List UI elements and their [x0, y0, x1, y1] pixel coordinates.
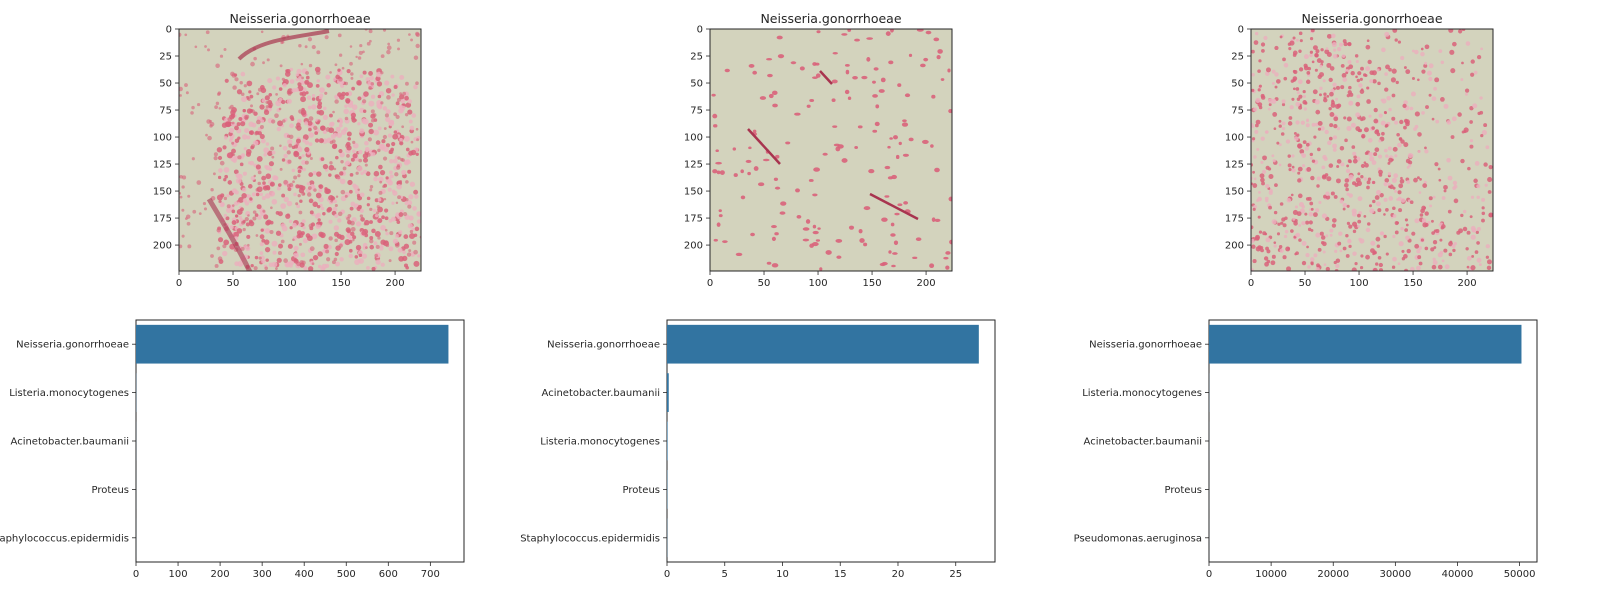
- y-tick-label: 100: [684, 133, 703, 144]
- x-tick-label: 700: [421, 569, 440, 580]
- category-label: Listeria.monocytogenes: [1082, 388, 1202, 399]
- category-label: Neisseria.gonorrhoeae: [1089, 340, 1202, 351]
- y-tick-label: 100: [153, 133, 172, 144]
- x-tick-label: 150: [332, 278, 351, 289]
- y-tick-label: 0: [166, 25, 172, 36]
- y-tick-label: 200: [684, 241, 703, 252]
- y-tick-label: 25: [159, 52, 172, 63]
- micrograph-image: [710, 28, 954, 271]
- category-label: Staphylococcus.epidermidis: [520, 533, 660, 544]
- micrograph-image: [177, 28, 422, 274]
- bar-chart-2: Neisseria.gonorrhoeae Acinetobacter.bauma…: [520, 320, 995, 580]
- category-label: Proteus: [1165, 485, 1203, 496]
- x-tick-label: 0: [664, 569, 670, 580]
- x-tick-label: 0: [1206, 569, 1212, 580]
- image-panel-1: Neisseria.gonorrhoeae 0 50 100 150 200 0 25 50 75…: [153, 11, 422, 289]
- bar-listeria-monocytogenes: [667, 422, 668, 461]
- y-tick-label: 50: [159, 79, 172, 90]
- category-label: Neisseria.gonorrhoeae: [547, 340, 660, 351]
- x-tick-label: 10: [776, 569, 789, 580]
- x-tick-label: 400: [295, 569, 314, 580]
- x-tick-label: 200: [1458, 278, 1477, 289]
- x-tick-label: 50: [227, 278, 240, 289]
- x-tick-label: 100: [808, 278, 827, 289]
- image-panel-2: Neisseria.gonorrhoeae 0 50 100 150 200 0 25 50 75…: [684, 11, 954, 289]
- x-tick-label: 150: [863, 278, 882, 289]
- y-tick-label: 75: [1231, 106, 1244, 117]
- image-title: Neisseria.gonorrhoeae: [1301, 11, 1442, 26]
- x-tick-label: 20: [892, 569, 905, 580]
- category-label: Proteus: [92, 485, 130, 496]
- x-tick-label: 500: [337, 569, 356, 580]
- category-label: Listeria.monocytogenes: [540, 437, 660, 448]
- category-label: Proteus: [623, 485, 661, 496]
- y-tick-label: 150: [1225, 187, 1244, 198]
- x-tick-label: 50: [758, 278, 771, 289]
- y-tick-label: 125: [153, 160, 172, 171]
- x-tick-label: 10000: [1255, 569, 1287, 580]
- y-tick-label: 0: [1238, 25, 1244, 36]
- x-tick-label: 50000: [1504, 569, 1536, 580]
- x-tick-label: 200: [917, 278, 936, 289]
- y-tick-label: 0: [697, 25, 703, 36]
- x-tick-label: 40000: [1442, 569, 1474, 580]
- x-tick-label: 30000: [1379, 569, 1411, 580]
- x-tick-label: 100: [277, 278, 296, 289]
- x-tick-label: 0: [176, 278, 182, 289]
- x-tick-label: 100: [169, 569, 188, 580]
- y-tick-label: 175: [1225, 214, 1244, 225]
- image-panel-3: Neisseria.gonorrhoeae 0 50 100 150 200 0 25 50 75…: [1225, 11, 1493, 289]
- y-tick-label: 175: [684, 214, 703, 225]
- y-tick-label: 200: [1225, 241, 1244, 252]
- x-tick-label: 600: [379, 569, 398, 580]
- x-tick-label: 15: [834, 569, 847, 580]
- y-tick-label: 200: [153, 241, 172, 252]
- x-tick-label: 20000: [1317, 569, 1349, 580]
- category-label: Staphylococcus.epidermidis: [0, 533, 129, 544]
- y-tick-label: 25: [1231, 52, 1244, 63]
- category-label: Acinetobacter.baumanii: [11, 437, 129, 448]
- x-tick-label: 100: [1349, 278, 1368, 289]
- x-tick-label: 300: [253, 569, 272, 580]
- image-title: Neisseria.gonorrhoeae: [760, 11, 901, 26]
- y-tick-label: 50: [1231, 79, 1244, 90]
- x-tick-label: 0: [1248, 278, 1254, 289]
- y-tick-label: 125: [684, 160, 703, 171]
- y-tick-label: 175: [153, 214, 172, 225]
- bar-chart-1: Neisseria.gonorrhoeae Listeria.monocytoge…: [0, 320, 464, 580]
- category-label: Neisseria.gonorrhoeae: [16, 340, 129, 351]
- y-tick-label: 150: [684, 187, 703, 198]
- x-tick-label: 25: [949, 569, 962, 580]
- category-label: Listeria.monocytogenes: [9, 388, 129, 399]
- category-label: Pseudomonas.aeruginosa: [1074, 533, 1202, 544]
- x-tick-label: 0: [707, 278, 713, 289]
- micrograph-background: [710, 29, 952, 271]
- y-tick-label: 100: [1225, 133, 1244, 144]
- bar-neisseria-gonorrhoeae: [1209, 325, 1521, 364]
- x-tick-label: 5: [722, 569, 728, 580]
- y-tick-label: 125: [1225, 160, 1244, 171]
- y-tick-label: 50: [690, 79, 703, 90]
- category-label: Acinetobacter.baumanii: [542, 388, 660, 399]
- category-label: Acinetobacter.baumanii: [1084, 437, 1202, 448]
- y-tick-label: 25: [690, 52, 703, 63]
- x-tick-label: 50: [1299, 278, 1312, 289]
- x-tick-label: 0: [133, 569, 139, 580]
- y-tick-label: 75: [690, 106, 703, 117]
- bar-neisseria-gonorrhoeae: [136, 325, 448, 364]
- bar-neisseria-gonorrhoeae: [667, 325, 979, 364]
- bar-acinetobacter-baumanii: [667, 373, 669, 412]
- x-tick-label: 200: [211, 569, 230, 580]
- y-tick-label: 150: [153, 187, 172, 198]
- bar-chart-3: Neisseria.gonorrhoeae Listeria.monocytoge…: [1074, 320, 1537, 580]
- y-tick-label: 75: [159, 106, 172, 117]
- x-tick-label: 150: [1404, 278, 1423, 289]
- x-tick-label: 200: [386, 278, 405, 289]
- micrograph-image: [1249, 27, 1493, 273]
- image-title: Neisseria.gonorrhoeae: [229, 11, 370, 26]
